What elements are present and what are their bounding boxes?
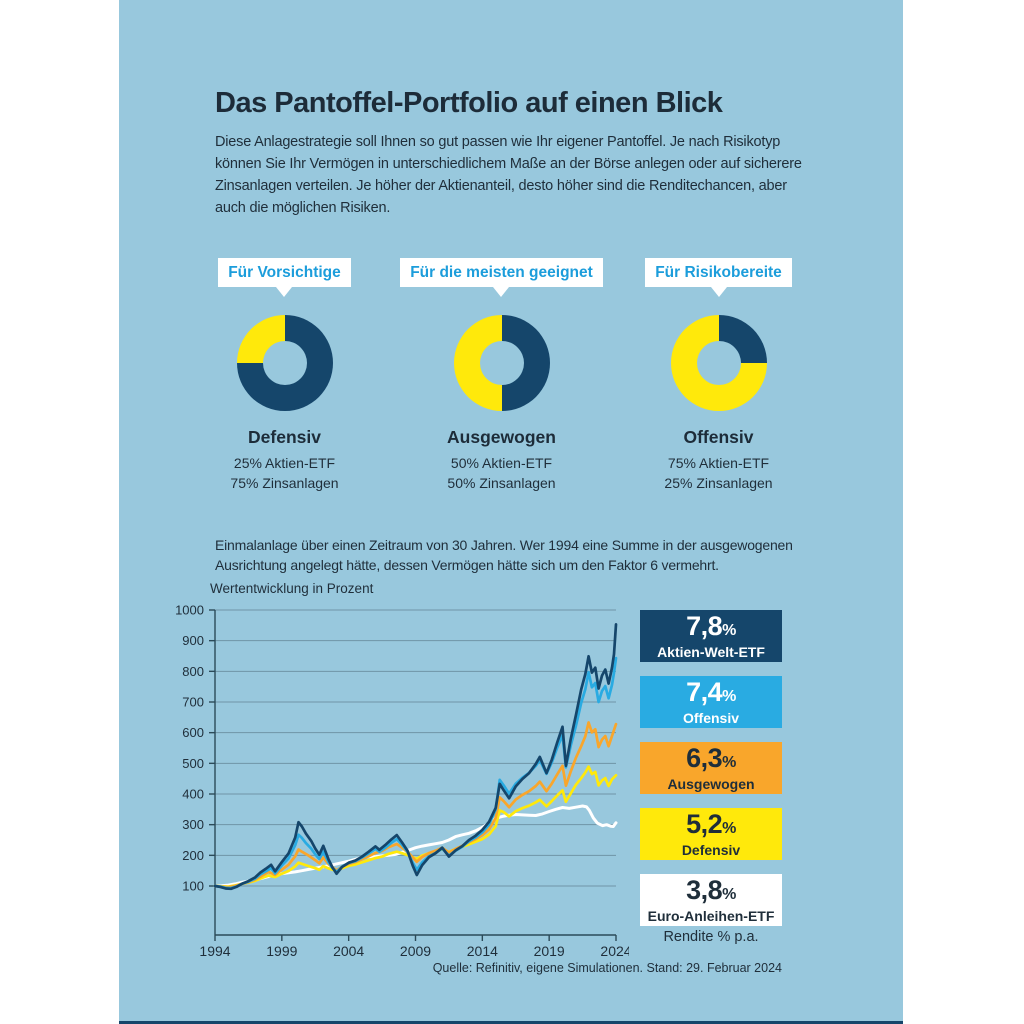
y-axis-label: 900 — [182, 633, 204, 648]
bottom-accent-bar — [119, 1021, 903, 1024]
series-line-ausgewogen — [213, 721, 618, 889]
legend-rate-value: 7,4 — [686, 676, 723, 707]
profile-card-ausgewogen: Für die meisten geeignet Ausgewogen 50% Ak… — [393, 258, 610, 493]
legend-rate: 5,2% — [686, 808, 736, 842]
legend-rate: 6,3% — [686, 742, 736, 776]
chart-intro-paragraph: Einmalanlage über einen Zeitraum von 30 … — [215, 537, 793, 573]
legend-chip-offensiv: 7,4% Offensiv — [640, 676, 782, 728]
equity-share-label: 75% Aktien-ETF — [667, 455, 770, 471]
infographic-panel: Das Pantoffel-Portfolio auf einen Blick … — [119, 0, 903, 1024]
bond-share-label: 25% Zinsanlagen — [664, 475, 773, 491]
donut-hole — [696, 341, 741, 385]
legend-label: Euro-Anleihen-ETF — [647, 907, 775, 924]
legend-rate: 7,8% — [686, 610, 736, 644]
profile-allocation: 75% Aktien-ETF 25% Zinsanlagen — [610, 453, 827, 493]
profile-bubble: Für die meisten geeignet — [400, 258, 603, 297]
legend-caption: Rendite % p.a. — [663, 929, 759, 945]
profile-name: Offensiv — [683, 427, 754, 447]
legend-label: Defensiv — [681, 841, 741, 858]
profile-name: Ausgewogen — [447, 427, 556, 447]
bubble-pointer-icon — [276, 287, 293, 297]
y-axis-label: 800 — [182, 664, 204, 679]
x-axis-label: 2019 — [534, 943, 565, 959]
x-axis-label: 1994 — [199, 943, 230, 959]
donut-hole — [479, 341, 524, 385]
chart-legend: 7,8% Aktien-Welt-ETF 7,4% Offensiv 6,3% Ausge… — [640, 610, 782, 940]
risk-profiles: Für Vorsichtige Defensiv 25% Aktien-ETF 75%… — [176, 258, 827, 493]
bubble-pointer-icon — [710, 287, 727, 297]
series-line-offensiv — [213, 656, 618, 890]
legend-rate-value: 7,8 — [686, 610, 723, 641]
legend-chip-ausgewogen: 6,3% Ausgewogen — [640, 742, 782, 794]
legend-rate-unit: % — [722, 687, 736, 705]
y-axis-label: 1000 — [175, 603, 204, 618]
legend-label: Ausgewogen — [667, 775, 755, 792]
legend-chip-euro-anleihen-etf: 3,8% Euro-Anleihen-ETF — [640, 874, 782, 926]
x-axis-label: 2014 — [467, 943, 498, 959]
x-axis-label: 2004 — [333, 943, 364, 959]
legend-chip-aktien-welt-etf: 7,8% Aktien-Welt-ETF — [640, 610, 782, 662]
legend-rate: 3,8% — [686, 874, 736, 908]
bond-share-label: 50% Zinsanlagen — [447, 475, 556, 491]
profile-card-defensiv: Für Vorsichtige Defensiv 25% Aktien-ETF 75%… — [176, 258, 393, 493]
y-axis-label: 500 — [182, 756, 204, 771]
y-axis-label: 100 — [182, 879, 204, 894]
legend-rate-unit: % — [722, 753, 736, 771]
legend-rate-unit: % — [722, 819, 736, 837]
bond-share-label: 75% Zinsanlagen — [230, 475, 339, 491]
page-title: Das Pantoffel-Portfolio auf einen Blick — [215, 87, 723, 120]
performance-chart: 100 200 300 400 500 600 700 800 900 1000 1994 1999 2… — [175, 603, 629, 960]
legend-rate-unit: % — [722, 621, 736, 639]
y-axis-label: 300 — [182, 817, 204, 832]
x-axis-label: 1999 — [266, 943, 297, 959]
profile-name: Defensiv — [248, 427, 321, 447]
legend-label: Aktien-Welt-ETF — [657, 643, 765, 660]
legend-rate-unit: % — [722, 885, 736, 903]
legend-rate-value: 5,2 — [686, 808, 723, 839]
bubble-pointer-icon — [493, 287, 510, 297]
equity-share-label: 25% Aktien-ETF — [233, 455, 336, 471]
y-axis-label: 700 — [182, 695, 204, 710]
allocation-donut-chart — [670, 315, 767, 411]
equity-share-label: 50% Aktien-ETF — [450, 455, 553, 471]
donut-hole — [262, 341, 307, 385]
profile-bubble: Für Risikobereite — [645, 258, 792, 297]
y-axis-label: 200 — [182, 848, 204, 863]
source-note: Quelle: Refinitiv, eigene Simulationen. … — [432, 961, 782, 975]
intro-paragraph: Diese Anlagestrategie soll Ihnen so gut … — [215, 133, 802, 216]
allocation-donut-chart — [453, 315, 550, 411]
legend-rate-value: 6,3 — [686, 742, 723, 773]
y-axis-label: 400 — [182, 787, 204, 802]
legend-rate-value: 3,8 — [686, 874, 723, 905]
profile-allocation: 25% Aktien-ETF 75% Zinsanlagen — [176, 453, 393, 493]
x-axis-label: 2009 — [400, 943, 431, 959]
series-line-aktien-welt-etf — [213, 623, 618, 891]
profile-allocation: 50% Aktien-ETF 50% Zinsanlagen — [393, 453, 610, 493]
profile-bubble: Für Vorsichtige — [218, 258, 351, 297]
y-axis-label: 600 — [182, 725, 204, 740]
profile-card-offensiv: Für Risikobereite Offensiv 75% Aktien-ETF 2… — [610, 258, 827, 493]
x-axis-label: 2024 — [600, 943, 629, 959]
legend-chip-defensiv: 5,2% Defensiv — [640, 808, 782, 860]
legend-label: Offensiv — [682, 709, 739, 726]
legend-rate: 7,4% — [686, 676, 736, 710]
chart-title: Wertentwicklung in Prozent — [210, 581, 374, 596]
allocation-donut-chart — [236, 315, 333, 411]
